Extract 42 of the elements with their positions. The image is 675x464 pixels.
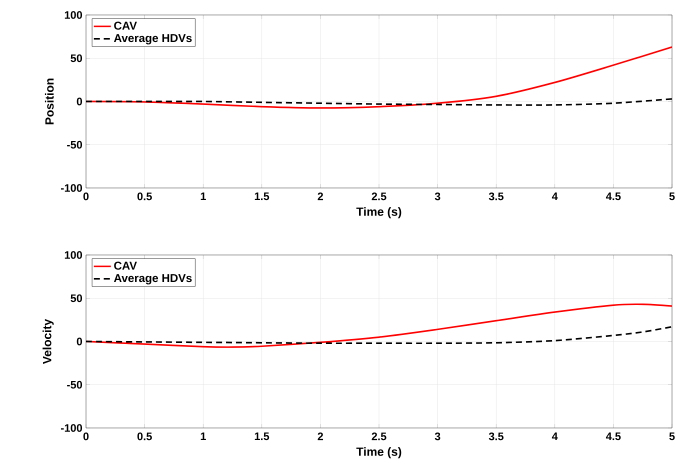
legend-label: CAV [114,22,137,30]
x-tick-label: 2 [318,432,324,440]
legend-label: CAV [114,262,137,270]
y-tick-label: -50 [67,140,82,149]
x-tick-label: 3 [434,432,440,440]
legend-label: Average HDVs [114,34,192,44]
x-tick-label: 1 [200,432,206,440]
y-tick-label: 100 [64,251,82,259]
y-tick-label: -100 [60,424,82,432]
x-tick-label: 4 [552,432,558,440]
x-tick-label: 2 [318,192,324,200]
x-tick-label: 5 [669,432,675,440]
x-tick-label: 3 [434,192,440,200]
x-tick-label: 2.5 [372,192,386,200]
x-tick-label: 1.5 [254,432,270,440]
x-tick-label: 5 [669,192,675,200]
x-axis-title: Time (s) [356,447,402,458]
x-tick-label: 0.5 [137,192,152,200]
x-tick-label: 1.5 [254,192,270,200]
line-series [86,98,672,106]
y-tick-label: 0 [76,338,82,346]
x-tick-label: 1 [200,192,206,200]
x-axis-title: Time (s) [356,207,402,218]
legend-label: Average HDVs [114,274,192,284]
x-tick-label: 2.5 [372,432,386,440]
x-tick-label: 3.5 [488,432,504,440]
x-tick-label: 0.5 [137,432,152,440]
x-tick-label: 0 [83,432,89,440]
x-tick-label: 4 [552,192,558,200]
x-tick-label: 0 [83,192,89,200]
y-tick-label: 50 [70,294,82,302]
y-tick-label: 100 [64,11,82,19]
y-tick-label: 0 [76,98,82,106]
line-series [86,326,672,344]
x-tick-label: 4.5 [606,432,621,440]
y-axis-title: Velocity [42,318,54,364]
y-tick-label: -100 [60,184,82,192]
y-axis-title: Position [44,78,54,124]
y-tick-label: -50 [67,380,82,389]
x-tick-label: 3.5 [488,192,504,200]
x-tick-label: 4.5 [606,192,621,200]
y-tick-label: 50 [70,54,82,62]
